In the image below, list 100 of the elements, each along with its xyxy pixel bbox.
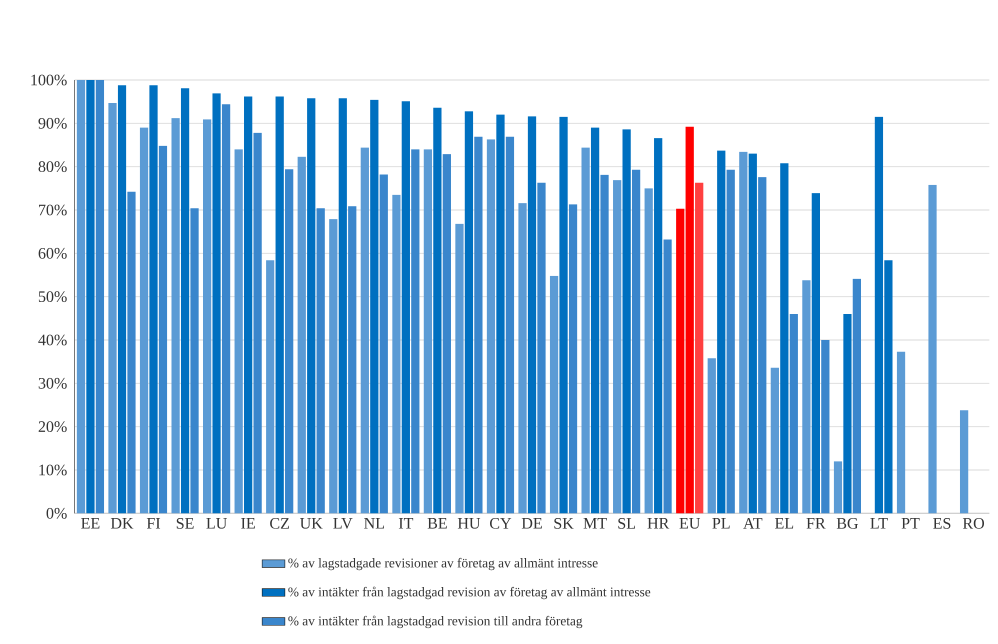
- bar: [928, 184, 937, 514]
- bar: [180, 88, 190, 514]
- x-tick-label: AT: [743, 518, 762, 529]
- x-tick-label: HU: [458, 518, 480, 529]
- bar: [118, 85, 126, 514]
- bar: [518, 203, 527, 514]
- legend-label: % av intäkter från lagstadgad revision av företag av allmänt intresse: [288, 586, 650, 600]
- bar: [537, 182, 546, 514]
- bar: [695, 182, 704, 514]
- x-tick-label: HR: [648, 518, 670, 529]
- bar: [244, 96, 252, 514]
- x-tick-label: EE: [81, 518, 100, 529]
- bar: [76, 80, 86, 514]
- x-tick-label: EL: [775, 518, 794, 529]
- bar: [298, 156, 306, 514]
- x-tick-label: NL: [364, 518, 384, 529]
- bar: [234, 149, 243, 514]
- bar: [360, 148, 369, 514]
- x-tick-label: PL: [712, 518, 730, 529]
- bar: [96, 80, 104, 514]
- x-tick-label: LU: [206, 518, 227, 529]
- bar: [455, 224, 464, 514]
- bar: [307, 98, 316, 514]
- bar: [802, 280, 811, 514]
- bar: [600, 174, 609, 514]
- bar: [852, 278, 862, 514]
- x-tick-label: DE: [522, 518, 542, 529]
- y-tick-label: 90%: [38, 118, 67, 129]
- bar: [158, 146, 168, 514]
- bar: [370, 100, 378, 514]
- bar: [550, 276, 558, 514]
- bar: [149, 85, 158, 514]
- y-tick-label: 10%: [39, 464, 67, 476]
- x-tick-label: LT: [870, 518, 888, 529]
- bar: [654, 138, 662, 514]
- bar: [726, 170, 735, 514]
- bar: [402, 101, 410, 514]
- y-tick-label: 20%: [38, 421, 67, 432]
- y-tick-label: 100%: [31, 74, 67, 86]
- x-tick-label: SL: [618, 518, 635, 529]
- bar: [758, 177, 766, 514]
- bar: [821, 340, 830, 514]
- x-tick-label: BG: [836, 518, 858, 529]
- bar: [411, 149, 420, 514]
- x-tick-label: ES: [933, 518, 950, 529]
- x-tick-label: BE: [428, 518, 447, 529]
- bar: [464, 111, 474, 514]
- bar: [622, 129, 631, 514]
- legend-label: % av lagstadgade revisioner av företag av allmänt intresse: [288, 558, 598, 570]
- bar: [276, 96, 284, 514]
- bar: [316, 208, 325, 514]
- bar: [717, 150, 726, 514]
- bar: [960, 410, 968, 514]
- bar: [222, 104, 230, 514]
- bar: [748, 154, 757, 514]
- y-tick-label: 0%: [46, 508, 67, 519]
- bar: [190, 208, 199, 514]
- bar: [212, 93, 221, 514]
- bar: [380, 174, 388, 514]
- bar: [496, 114, 505, 514]
- bar: [285, 169, 294, 514]
- bar: [896, 352, 906, 514]
- x-tick-label: SK: [554, 518, 574, 529]
- bar: [338, 98, 347, 514]
- bar: [127, 192, 136, 514]
- y-tick-label: 80%: [38, 161, 67, 172]
- bar: [108, 102, 117, 514]
- bar: [140, 128, 148, 514]
- x-tick-label: UK: [300, 518, 323, 529]
- x-tick-label: FR: [806, 518, 826, 529]
- legend-label: % av intäkter från lagstadgad revision till andra företag: [288, 616, 582, 628]
- bar: [834, 461, 842, 514]
- x-tick-label: CZ: [270, 518, 290, 529]
- bar: [790, 314, 798, 514]
- bar: [581, 148, 590, 514]
- bar: [708, 358, 716, 514]
- bar: [329, 219, 338, 514]
- x-tick-label: PT: [902, 518, 920, 529]
- bar: [171, 118, 180, 514]
- bar: [559, 116, 568, 514]
- y-tick-label: 30%: [38, 378, 67, 389]
- bar: [506, 136, 514, 514]
- bar: [632, 170, 640, 514]
- bar: [739, 152, 748, 514]
- x-tick-label: LV: [333, 518, 353, 529]
- bar: [528, 116, 536, 514]
- bar: [843, 314, 852, 514]
- x-tick-label: FI: [146, 518, 160, 529]
- y-tick-label: 70%: [39, 204, 67, 216]
- bar: [664, 239, 672, 514]
- x-tick-label: DK: [110, 518, 134, 529]
- bar: [613, 180, 622, 514]
- bar: [203, 119, 212, 514]
- bar: [568, 204, 578, 514]
- bar: [424, 149, 432, 514]
- bar: [442, 154, 451, 514]
- x-tick-label: RO: [962, 518, 984, 529]
- bar: [644, 188, 653, 514]
- bar: [348, 206, 356, 514]
- bar: [780, 163, 788, 514]
